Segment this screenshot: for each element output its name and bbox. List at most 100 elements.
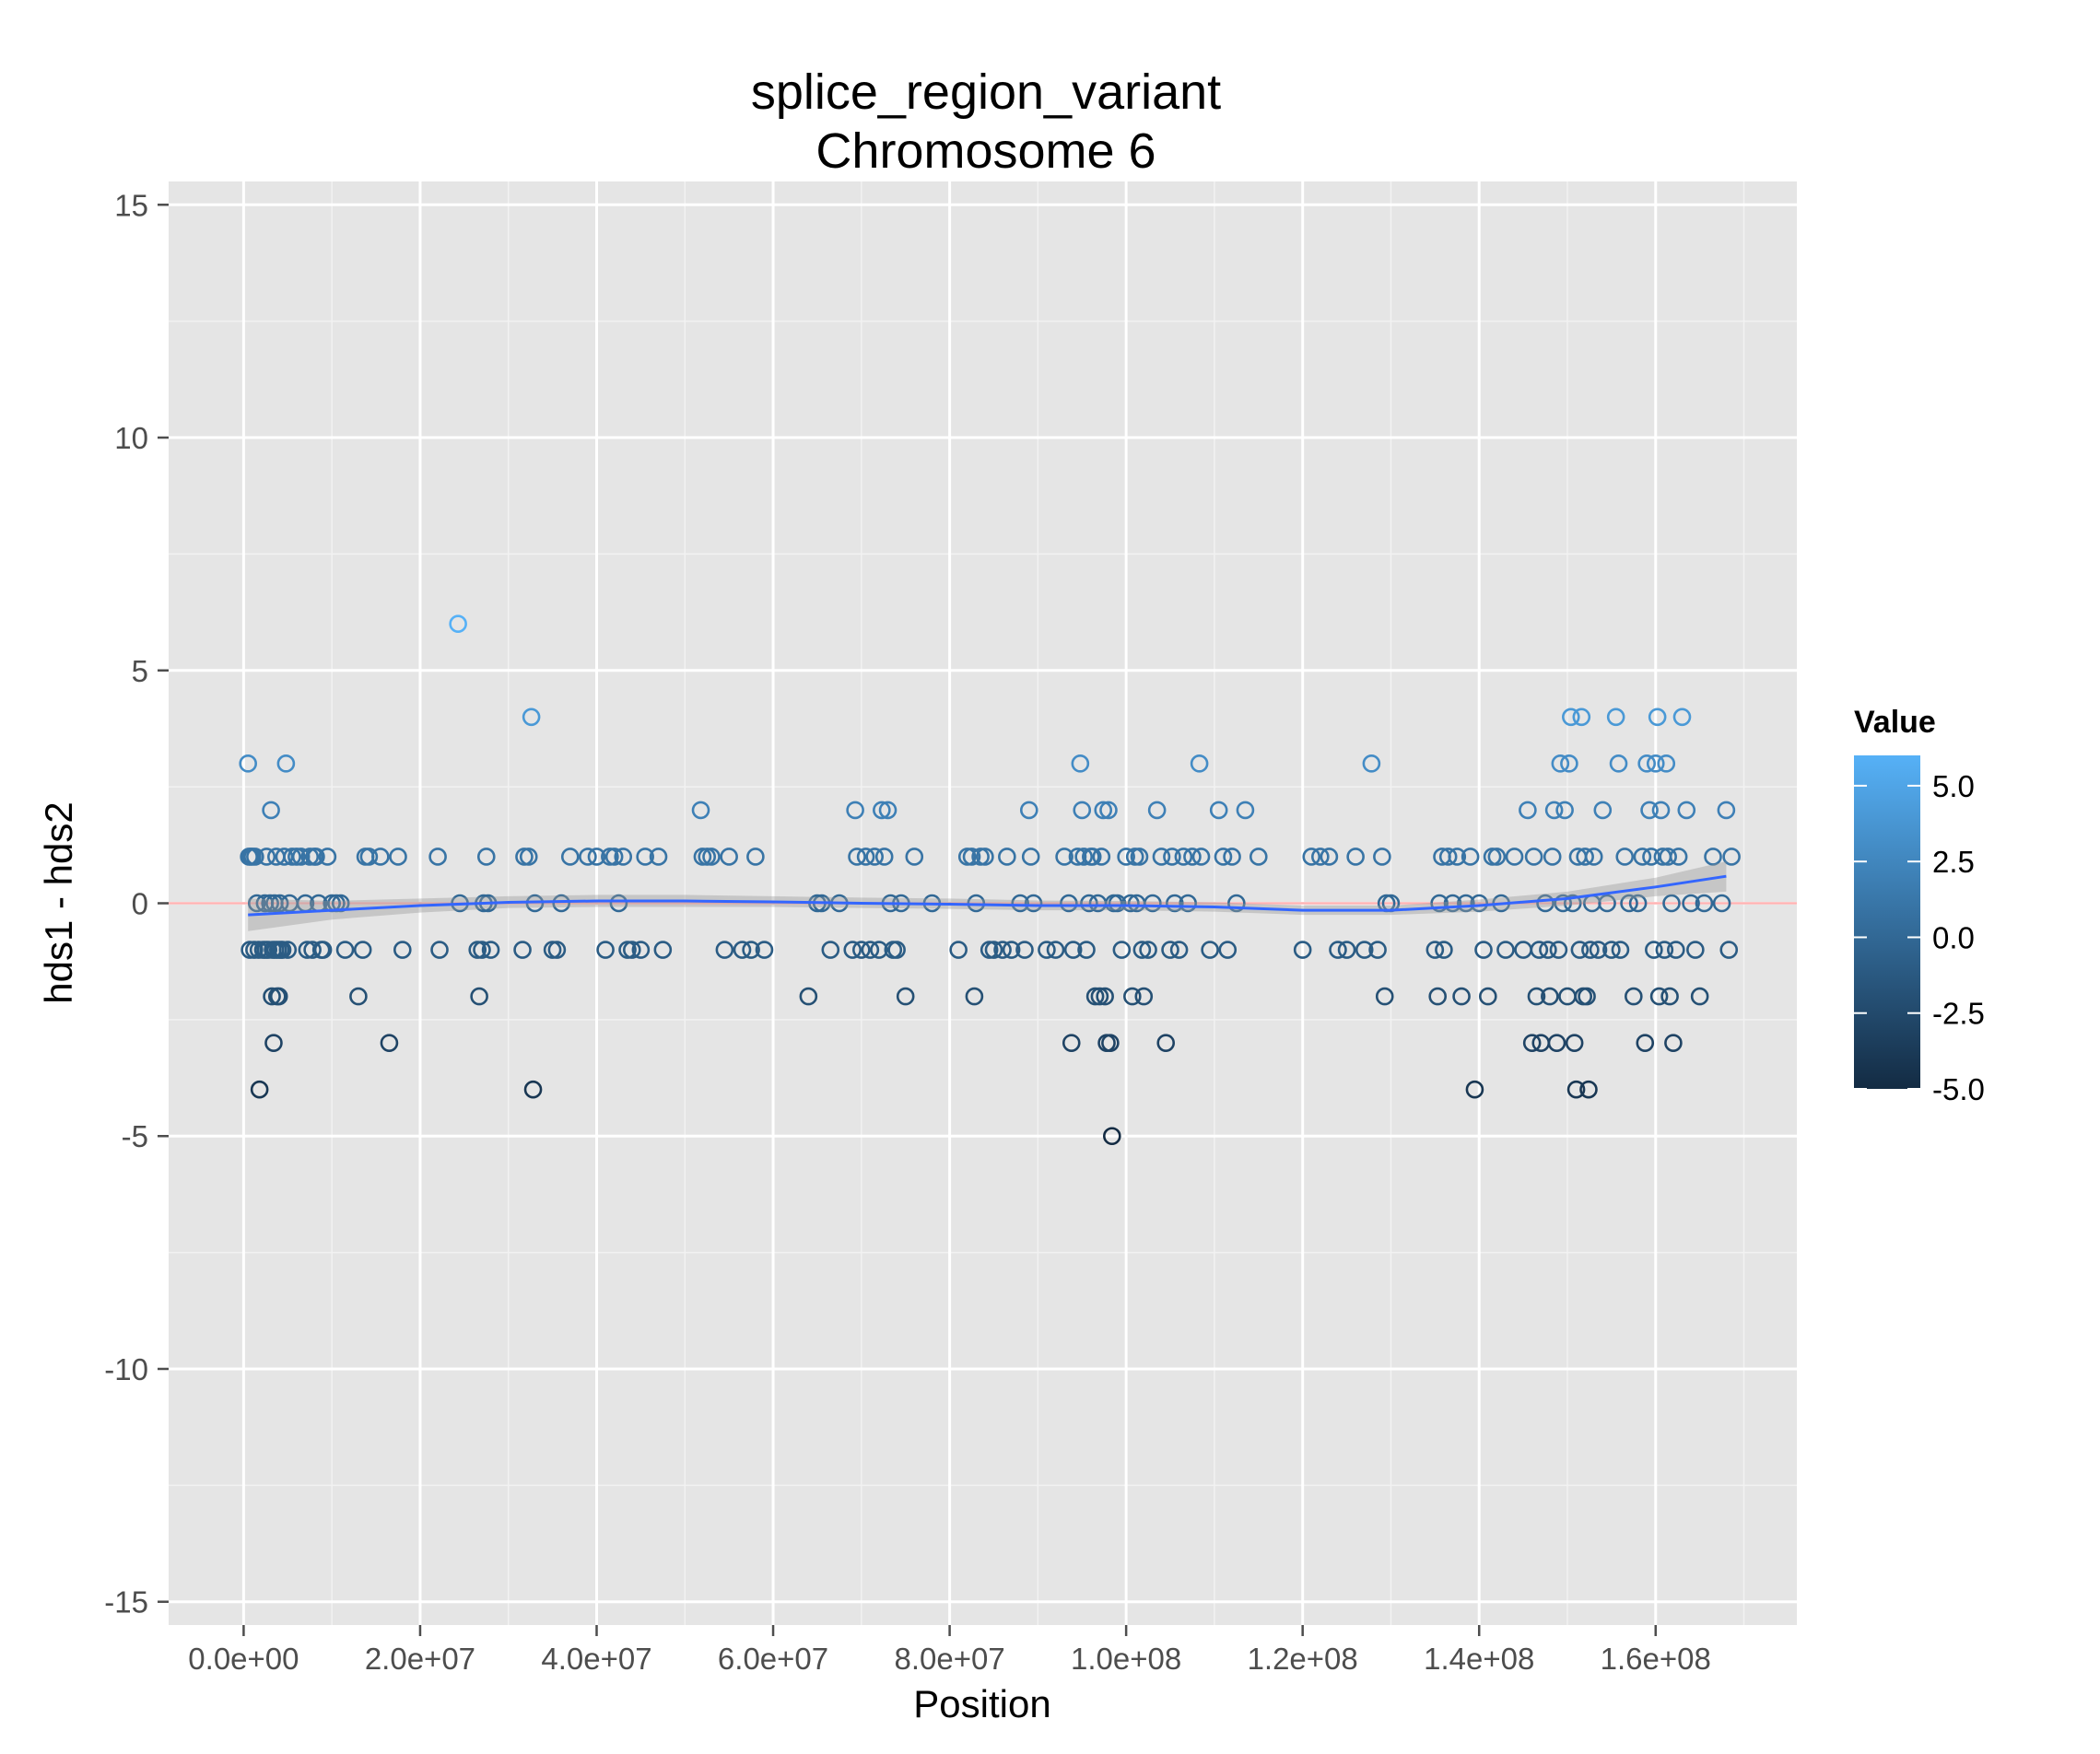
data-point [318,848,337,866]
x-tick-label: 2.0e+07 [365,1642,475,1676]
data-point [1606,707,1625,727]
data-point [1021,848,1040,866]
data-point [239,754,257,773]
data-point [1470,894,1489,913]
y-tick-label: -5 [122,1119,148,1153]
data-point [843,941,862,959]
y-tick-label: -15 [104,1585,148,1620]
x-tick-label: 6.0e+07 [718,1642,828,1676]
data-point [799,987,818,1006]
data-point [278,941,298,959]
data-point [1438,848,1458,866]
data-point [1038,941,1056,959]
x-tick-label: 1.6e+08 [1601,1642,1711,1676]
data-point [1077,941,1096,959]
data-point [1055,848,1073,866]
data-point [1214,848,1233,866]
data-point [1645,941,1663,959]
data-point [720,848,738,866]
smooth-line [248,861,1727,931]
data-point [519,848,538,866]
data-point [1640,801,1659,820]
data-point [1487,848,1507,866]
y-tick-label: -10 [104,1352,148,1386]
data-point [1156,1034,1176,1052]
data-point [821,941,840,959]
data-point [1544,801,1564,820]
data-point [1236,801,1255,820]
data-point [1103,1127,1121,1146]
data-point [1636,1034,1655,1052]
data-point [263,987,281,1006]
x-tick-label: 1.0e+08 [1071,1642,1181,1676]
data-point [873,801,891,820]
data-point [1682,894,1700,913]
data-point [609,894,628,913]
data-point [1589,941,1608,959]
data-point [246,848,264,866]
legend-label: -2.5 [1932,997,1985,1031]
x-axis-title: Position [913,1682,1050,1725]
data-point [1169,941,1189,959]
data-point [1539,941,1557,959]
data-point [1443,894,1462,913]
data-point [1015,941,1034,959]
data-point [353,941,372,959]
data-point [1609,754,1628,773]
data-point [380,1034,399,1052]
data-point [1132,941,1152,959]
data-point [1662,894,1681,913]
x-tick-label: 1.2e+08 [1248,1642,1358,1676]
data-point [1651,801,1671,820]
data-point [1024,894,1043,913]
data-point [905,848,924,866]
data-point [1094,801,1113,820]
data-point [631,941,651,959]
legend-labels: 5.0 2.5 0.0 -2.5 -5.0 [1854,769,1985,1106]
data-point [1669,848,1688,866]
data-point [1690,987,1709,1006]
data-point [1174,848,1193,866]
data-point [1712,894,1731,913]
x-tick-label: 0.0e+00 [188,1642,299,1676]
data-point [1112,941,1132,959]
data-point [1452,987,1471,1006]
data-point [1073,801,1092,820]
data-point [587,848,606,866]
data-point [1555,801,1574,820]
data-point [1646,754,1665,773]
data-point [1547,1034,1566,1052]
data-point [1092,848,1111,866]
data-point [1474,941,1493,959]
data-point [1329,941,1347,959]
data-point [742,941,760,959]
data-point [257,848,276,866]
x-tick-label: 1.4e+08 [1424,1642,1534,1676]
data-point [1002,941,1021,959]
data-point [473,941,491,959]
data-point [1144,894,1162,913]
scatter-points [239,614,1741,1146]
data-point [1457,894,1475,913]
data-point [1019,801,1038,820]
legend-label: 5.0 [1932,769,1975,803]
data-point [1130,848,1149,866]
data-point [1522,1034,1542,1052]
data-point [1496,941,1515,959]
data-point [1579,1080,1598,1099]
data-point [1581,941,1600,959]
data-point [1628,894,1648,913]
data-point [1101,1034,1120,1052]
legend-label: 2.5 [1932,845,1975,879]
smooth-confidence-band [248,861,1727,931]
data-point [1293,941,1312,959]
data-point [1152,848,1171,866]
data-point [1373,848,1391,866]
data-point [746,848,765,866]
data-point [552,894,570,913]
data-point [1704,848,1722,866]
data-point [250,1080,269,1099]
data-point [1062,1034,1081,1052]
data-point [1530,941,1549,959]
